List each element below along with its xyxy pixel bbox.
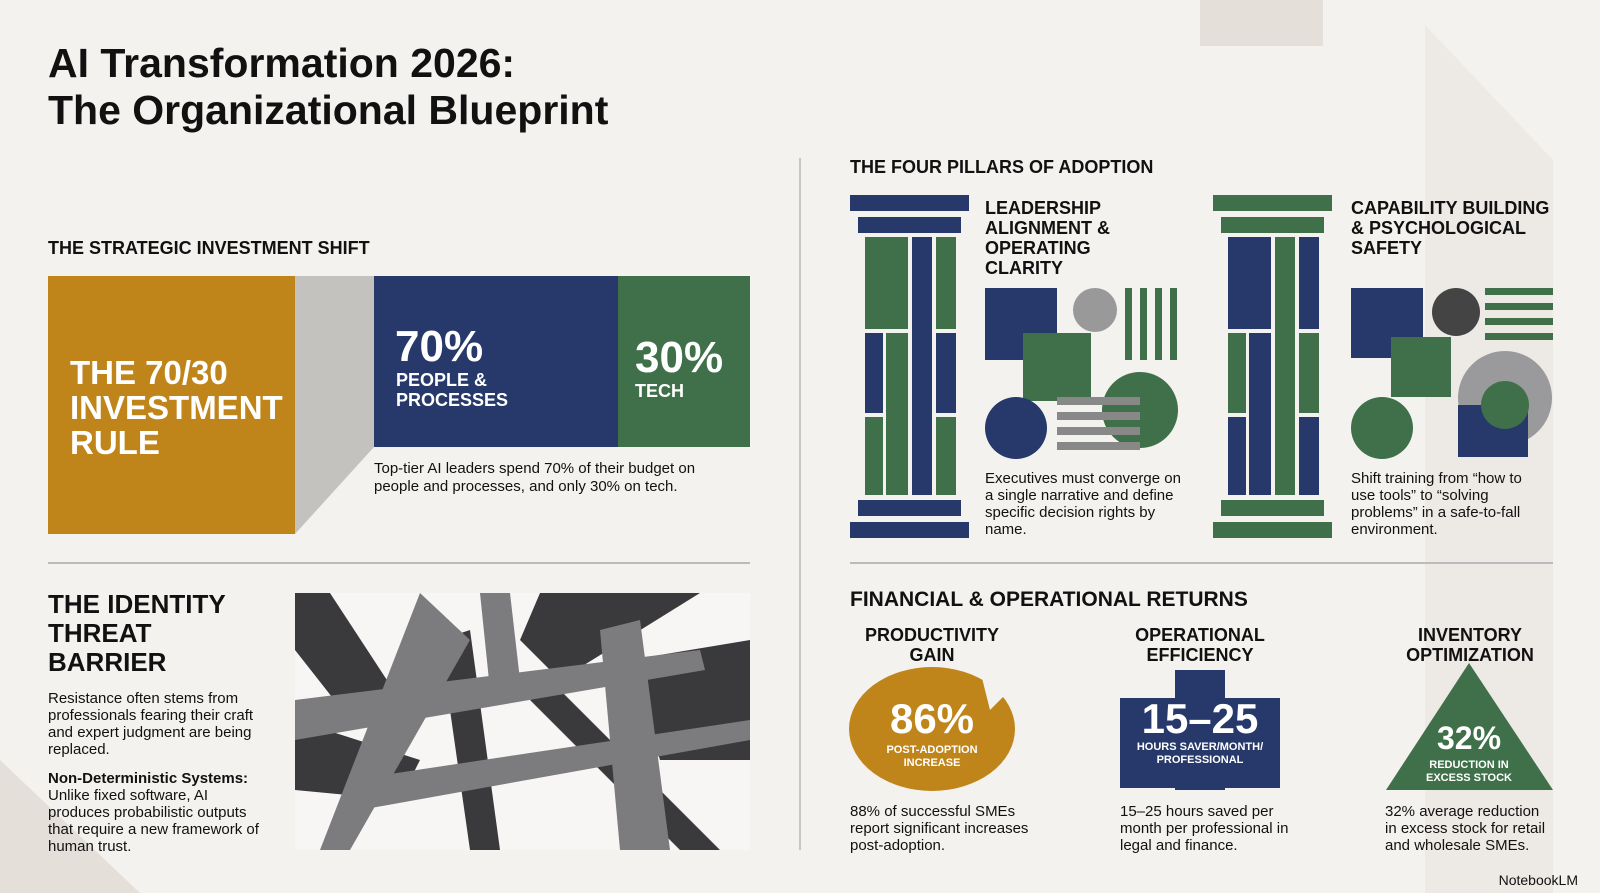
return-body: 32% average reduction in excess stock fo… — [1385, 803, 1546, 854]
section-heading: FINANCIAL & OPERATIONAL RETURNS — [850, 588, 1248, 611]
subheading: Non-Deterministic Systems: — [48, 770, 249, 787]
return-value: 15–25 — [1141, 695, 1259, 742]
stat-value: 30% — [635, 333, 724, 382]
return-value: 86% — [889, 695, 975, 742]
rule-label: THE 70/30 INVESTMENT RULE — [70, 354, 283, 461]
stat-label: TECH — [635, 381, 684, 401]
title-line: AI Transformation 2026: — [48, 40, 516, 86]
pillar-body: Executives must converge on a single nar… — [985, 470, 1181, 538]
stat-label: PEOPLE & PROCESSES — [396, 370, 509, 410]
return-label: REDUCTION IN EXCESS STOCK — [1426, 759, 1512, 784]
return-label: POST-ADOPTION INCREASE — [886, 744, 978, 769]
pillar-title: LEADERSHIP ALIGNMENT & OPERATING CLARITY — [985, 198, 1110, 278]
return-title: INVENTORY OPTIMIZATION — [1406, 625, 1534, 665]
return-body: 15–25 hours saved per month per professi… — [1120, 803, 1289, 854]
caption: Top-tier AI leaders spend 70% of their b… — [374, 460, 696, 495]
body-text: Resistance often stems from professional… — [48, 690, 254, 758]
return-body: 88% of successful SMEs report significan… — [850, 803, 1029, 854]
section-heading: THE STRATEGIC INVESTMENT SHIFT — [48, 238, 370, 258]
stat-value: 70% — [395, 322, 484, 371]
title-line: The Organizational Blueprint — [48, 87, 609, 133]
section-heading: THE FOUR PILLARS OF ADOPTION — [850, 157, 1154, 177]
return-label: HOURS SAVER/MONTH/ PROFESSIONAL — [1136, 741, 1264, 766]
return-value: 32% — [1436, 720, 1502, 756]
pillar-body: Shift training from “how to use tools” t… — [1351, 470, 1522, 538]
section-title: THE IDENTITY THREAT BARRIER — [48, 589, 226, 677]
brand: NotebookLM — [1498, 872, 1578, 888]
body-text: Unlike fixed software, AI produces proba… — [48, 787, 259, 855]
pillar-title: CAPABILITY BUILDING & PSYCHOLOGICAL SAFE… — [1351, 198, 1550, 258]
return-title: OPERATIONAL EFFICIENCY — [1135, 625, 1265, 665]
return-title: PRODUCTIVITY GAIN — [864, 625, 999, 665]
title: AI Transformation 2026: The Organization… — [48, 40, 608, 134]
